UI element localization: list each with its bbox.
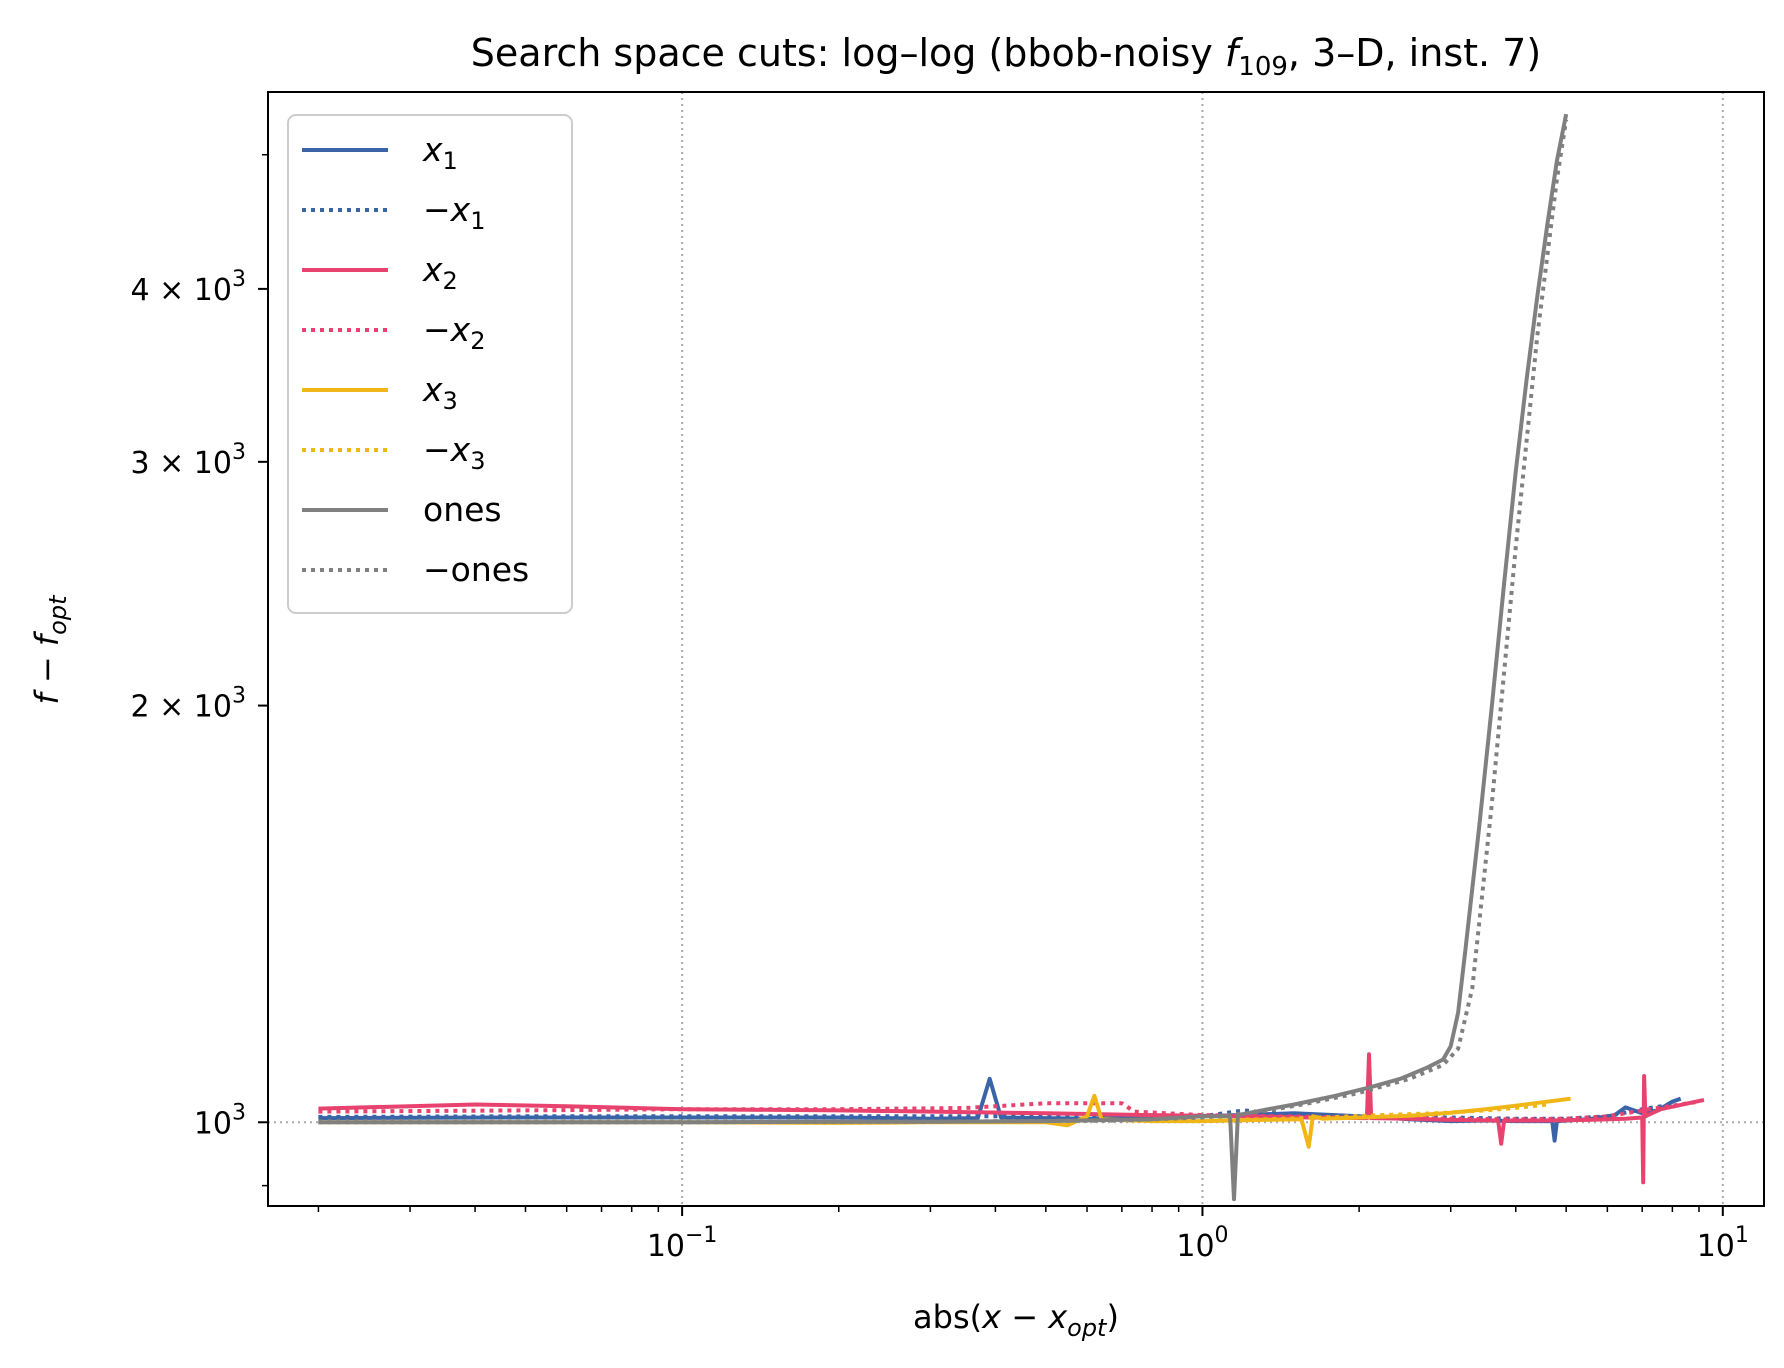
legend-label: −x2 — [423, 310, 485, 355]
x-axis-label: abs(x − xopt) — [913, 1298, 1119, 1342]
chart-title: Search space cuts: log–log (bbob-noisy f… — [471, 31, 1541, 82]
plot-frame — [267, 91, 1765, 1207]
legend-label: x1 — [422, 130, 458, 175]
legend-label: x3 — [422, 370, 458, 415]
series-line — [318, 113, 1569, 1202]
x-tick-label: 100 — [1176, 1223, 1228, 1264]
legend-label: ones — [423, 490, 502, 529]
y-axis-ticks: 103 2 × 103 3 × 103 4 × 103 — [131, 153, 268, 1187]
series-line — [318, 1052, 1705, 1185]
legend-label: −ones — [423, 550, 529, 589]
legend-label: −x1 — [423, 190, 485, 235]
plot-area: 10−1 100 101 103 2 × 103 3 × 103 4 × 103 — [131, 91, 1765, 1264]
legend: x1 −x1 x2 −x2 x3 −x3 ones −ones — [287, 114, 573, 614]
series-line — [318, 1099, 1700, 1122]
legend-label: −x3 — [423, 430, 485, 475]
x-tick-label: 101 — [1697, 1223, 1749, 1264]
legend-box — [287, 114, 573, 614]
series-group — [318, 113, 1705, 1202]
y-axis-label: f − fopt — [28, 594, 72, 705]
y-tick-label: 103 — [194, 1100, 246, 1141]
legend-label: x2 — [422, 250, 458, 295]
y-tick-label: 4 × 103 — [131, 267, 246, 308]
x-tick-label: 10−1 — [647, 1223, 718, 1264]
x-axis-ticks: 10−1 100 101 — [317, 1206, 1749, 1264]
series-line — [318, 119, 1569, 1125]
y-tick-label: 3 × 103 — [131, 440, 246, 481]
y-tick-label: 2 × 103 — [131, 684, 246, 725]
